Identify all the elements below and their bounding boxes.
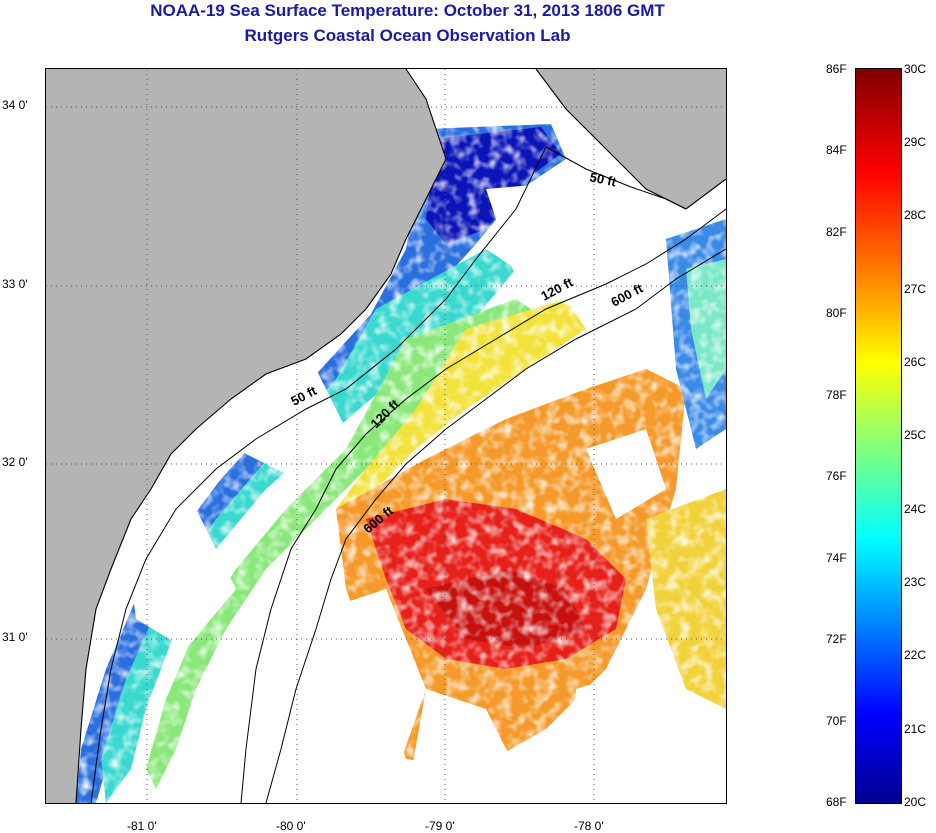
cb-label-78f: 78F: [826, 388, 847, 402]
isobath-label-50ft-north: 50 ft: [588, 169, 618, 189]
cb-label-21c: 21C: [904, 722, 927, 736]
lat-label-33: 33 0': [2, 277, 28, 291]
land-mass-north: [536, 69, 726, 209]
cb-label-27c: 27C: [904, 282, 927, 296]
cb-label-74f: 74F: [826, 551, 847, 565]
cloud-patches: [126, 179, 686, 803]
cb-label-84f: 84F: [826, 143, 847, 157]
cb-label-24c: 24C: [904, 502, 927, 516]
isobath-600ft: [265, 248, 726, 803]
coastline: [75, 69, 447, 803]
temperature-colorbar: [855, 68, 902, 804]
lat-label-32: 32 0': [2, 455, 28, 469]
cb-label-25c: 25C: [904, 428, 927, 442]
chart-subtitle: Rutgers Coastal Ocean Observation Lab: [244, 26, 571, 45]
cb-label-29c: 29C: [904, 135, 927, 149]
cb-label-30c: 30C: [904, 62, 927, 76]
land-mass: [46, 69, 446, 803]
coastline-north: [535, 69, 726, 210]
lon-label-79: -79 0': [425, 819, 455, 833]
cb-label-82f: 82F: [826, 225, 847, 239]
cb-label-70f: 70F: [826, 714, 847, 728]
cb-label-20c: 20C: [904, 795, 927, 809]
lon-label-78: -78 0': [574, 819, 604, 833]
cb-label-80f: 80F: [826, 306, 847, 320]
cb-label-28c: 28C: [904, 208, 927, 222]
cb-label-76f: 76F: [826, 469, 847, 483]
graticule: [46, 69, 726, 803]
lon-label-80: -80 0': [276, 819, 306, 833]
lat-label-31: 31 0': [2, 630, 28, 644]
isobath-50ft: [90, 146, 687, 803]
cb-label-72f: 72F: [826, 632, 847, 646]
sst-map: 50 ft 120 ft 600 ft 50 ft 120 ft 600 ft: [45, 68, 727, 804]
cb-label-86f: 86F: [826, 62, 847, 76]
cb-label-26c: 26C: [904, 355, 927, 369]
lat-label-34: 34 0': [2, 98, 28, 112]
chart-title: NOAA-19 Sea Surface Temperature: October…: [150, 1, 665, 20]
isobath-120ft: [240, 208, 726, 803]
cb-label-22c: 22C: [904, 648, 927, 662]
isobaths: [90, 146, 726, 803]
cb-label-68f: 68F: [826, 795, 847, 809]
cb-label-23c: 23C: [904, 575, 927, 589]
lon-label-81: -81 0': [127, 819, 157, 833]
